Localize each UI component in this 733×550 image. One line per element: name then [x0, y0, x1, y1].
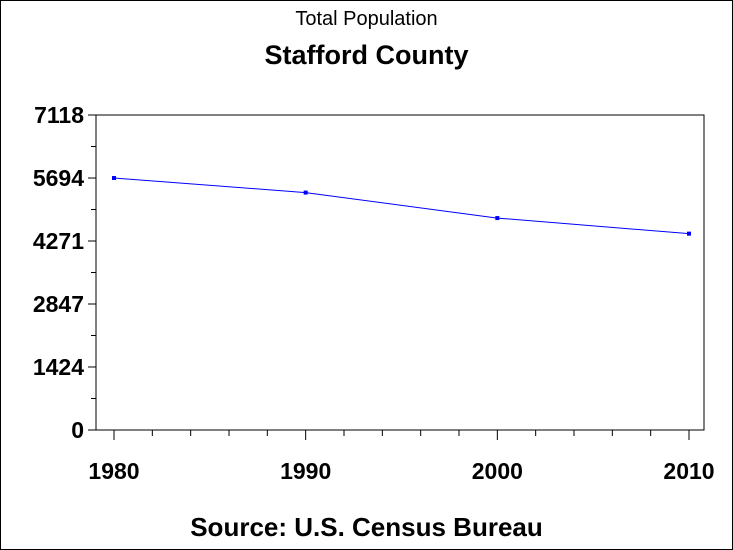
series-group	[112, 176, 691, 236]
y-tick-label: 1424	[33, 354, 84, 380]
y-tick-label: 7118	[34, 102, 84, 128]
data-point	[112, 176, 116, 181]
y-axis: 0 1424 2847 4271 5694 7118	[33, 102, 96, 443]
data-point	[303, 190, 308, 195]
x-tick-label: 2010	[663, 458, 714, 484]
x-tick-label: 1990	[280, 458, 331, 484]
y-tick-label: 5694	[33, 165, 84, 191]
x-tick-label: 1980	[88, 458, 139, 484]
source-note: Source: U.S. Census Bureau	[190, 512, 543, 542]
y-tick-label: 0	[71, 417, 84, 443]
chart-subtitle: Stafford County	[264, 40, 469, 70]
y-tick-label: 2847	[33, 291, 84, 317]
chart-title: Total Population	[295, 8, 438, 30]
data-point	[495, 216, 500, 221]
x-tick-label: 2000	[472, 458, 523, 484]
plot-area	[95, 114, 705, 431]
y-tick-label: 4271	[33, 228, 84, 254]
data-point	[687, 231, 691, 236]
series-line	[113, 177, 690, 235]
x-axis: 1980 1990 2000 2010	[88, 430, 715, 484]
